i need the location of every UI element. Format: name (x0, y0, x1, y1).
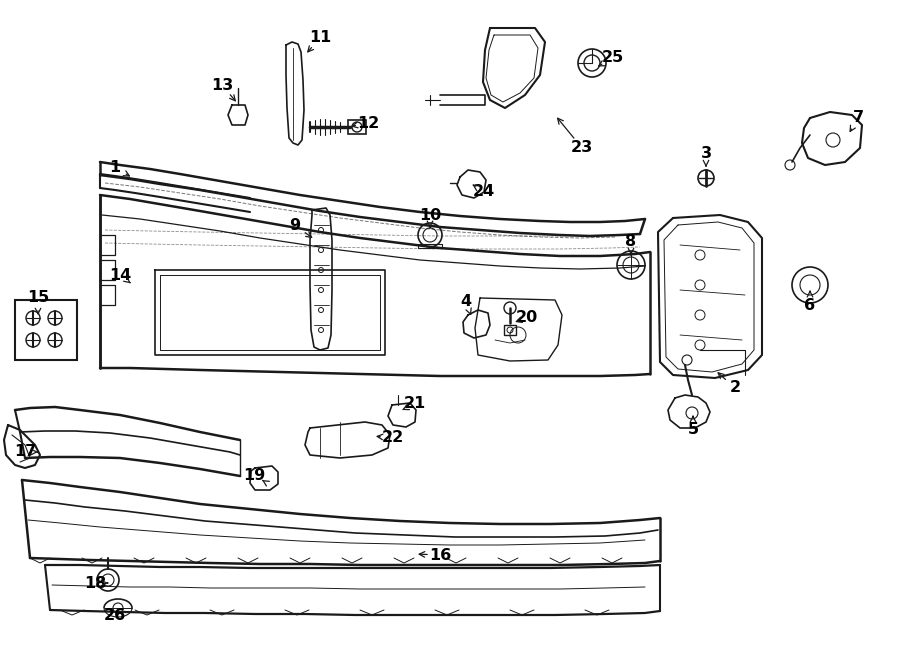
Text: 16: 16 (429, 547, 451, 563)
Text: 11: 11 (309, 30, 331, 46)
Text: 24: 24 (472, 184, 495, 200)
Text: 26: 26 (104, 607, 126, 623)
Text: 25: 25 (602, 50, 624, 65)
Text: 5: 5 (688, 422, 698, 438)
Bar (15, 300, 77, 360)
Text: 14: 14 (109, 268, 131, 282)
Text: 19: 19 (243, 467, 266, 483)
Text: 7: 7 (852, 110, 864, 126)
Text: 6: 6 (805, 297, 815, 313)
Text: 1: 1 (110, 161, 121, 176)
Text: 10: 10 (418, 208, 441, 223)
Text: 9: 9 (290, 217, 301, 233)
Text: 13: 13 (211, 77, 233, 93)
Text: 23: 23 (571, 141, 593, 155)
Bar (504, 325, 516, 335)
Bar (348, 120, 366, 134)
Text: 2: 2 (729, 381, 741, 395)
Text: 20: 20 (516, 311, 538, 325)
Text: 18: 18 (84, 576, 106, 590)
Text: 21: 21 (404, 397, 426, 412)
Text: 8: 8 (626, 235, 636, 249)
Text: 15: 15 (27, 290, 50, 305)
Text: 12: 12 (357, 116, 379, 130)
Text: 4: 4 (461, 295, 472, 309)
Text: 17: 17 (14, 444, 36, 459)
Text: 3: 3 (700, 145, 712, 161)
Text: 22: 22 (382, 430, 404, 446)
